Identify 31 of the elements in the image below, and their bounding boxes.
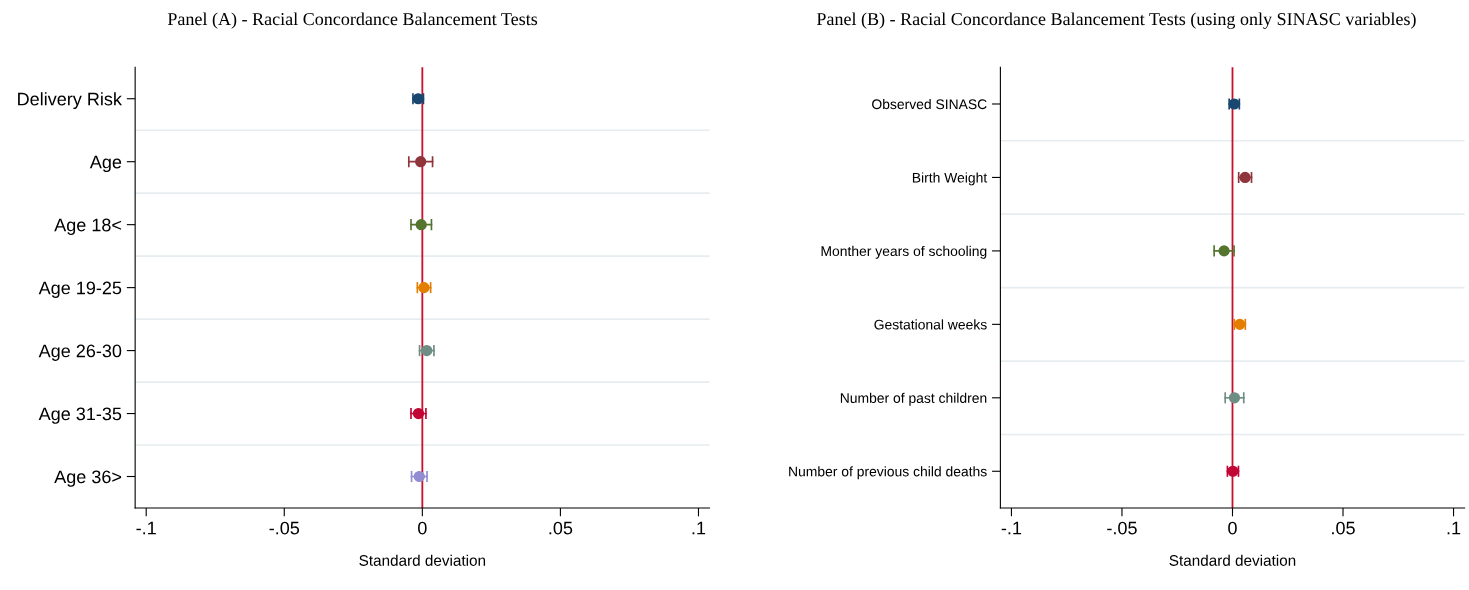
x-tick-label: 0	[418, 521, 427, 535]
x-axis-title: Standard deviation	[359, 554, 486, 566]
y-tick-label: Observed SINASC	[872, 98, 987, 110]
x-tick-label: -.05	[1107, 521, 1137, 535]
point	[415, 219, 427, 231]
x-tick-label: -.1	[136, 521, 156, 535]
x-tick-label: .05	[1332, 521, 1355, 535]
y-tick-label: Age	[89, 155, 122, 172]
y-tick-label: Age 19-25	[38, 281, 122, 298]
y-tick-label: Age 36>	[54, 470, 122, 487]
chart-title: Panel (A) - Racial Concordance Balancement Tests	[167, 12, 538, 29]
x-tick-label: -.05	[269, 521, 300, 535]
y-tick-label: Monther years of schooling	[821, 245, 987, 259]
x-tick-label: .1	[692, 521, 706, 535]
y-tick-label: Gestational weeks	[874, 319, 987, 330]
x-tick-label: 0	[1228, 521, 1237, 535]
y-tick-label: Number of past children	[840, 392, 987, 406]
y-tick-label: Birth Weight	[912, 172, 988, 186]
point	[1228, 392, 1241, 404]
y-tick-label: Number of previous child deaths	[789, 466, 987, 480]
x-tick-label: .1	[1447, 521, 1461, 535]
x-axis-title: Standard deviation	[1169, 554, 1296, 566]
chart-title: Panel (B) - Racial Concordance Balancement Tests (using only SINASC variables)	[816, 12, 1416, 29]
y-tick-label: Age 31-35	[38, 407, 122, 424]
y-tick-label: Delivery Risk	[18, 92, 122, 110]
point	[1218, 245, 1230, 257]
y-tick-label: Age 26-30	[38, 344, 122, 361]
x-tick-label: -.1	[1001, 521, 1022, 535]
x-tick-label: .05	[549, 521, 573, 535]
y-tick-label: Age 18<	[54, 218, 122, 235]
point	[415, 156, 427, 168]
